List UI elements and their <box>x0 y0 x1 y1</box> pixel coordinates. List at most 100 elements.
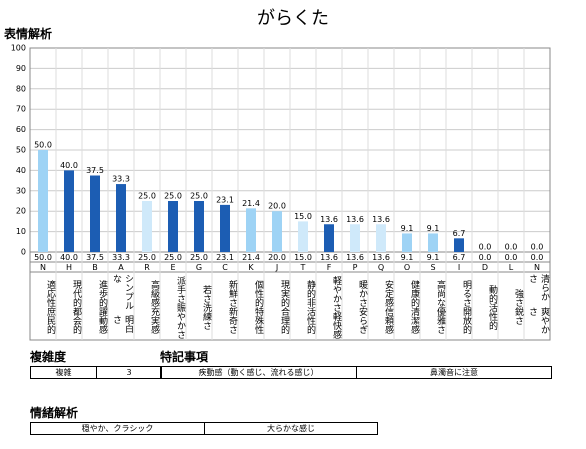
category-label-text: 爽やかさ <box>527 307 549 334</box>
value-cell: 23.1 <box>216 253 234 262</box>
data-label: 25.0 <box>138 192 156 201</box>
category-label: 若さ 洗練さ <box>186 274 212 340</box>
category-label-text: シンプルな <box>111 274 133 310</box>
category-label-text: 非活性的 <box>305 298 315 334</box>
category-label-text: 明るさ <box>461 280 471 307</box>
category-label: 清らかさ 爽やかさ <box>524 274 550 340</box>
emotion-table: 穏やか、クラシック 大らかな感じ <box>30 422 378 435</box>
category-label: 個性的 特殊性 <box>238 274 264 340</box>
data-label: 37.5 <box>86 166 104 175</box>
x-tick-label: T <box>300 263 306 272</box>
value-cell: 15.0 <box>294 253 312 262</box>
data-label: 0.0 <box>479 243 492 252</box>
chart-title: 表情解析 <box>4 27 53 41</box>
bar <box>116 184 126 252</box>
category-label-text: 暖かさ <box>357 280 367 307</box>
value-cell: 9.1 <box>401 253 414 262</box>
category-label-text: 清潔感 <box>409 307 419 334</box>
data-label: 25.0 <box>164 192 182 201</box>
category-label: 静的 非活性的 <box>290 274 316 340</box>
value-cell: 13.6 <box>372 253 390 262</box>
y-tick-label: 70 <box>16 105 26 114</box>
data-label: 0.0 <box>531 243 544 252</box>
x-tick-label: Q <box>378 263 384 272</box>
y-tick-label: 10 <box>16 227 26 236</box>
x-tick-label: N <box>40 263 46 272</box>
category-label-text: 安らぎ <box>357 307 367 334</box>
category-label: 動的 活性的 <box>472 274 498 340</box>
data-label: 21.4 <box>242 199 260 208</box>
value-cell: 6.7 <box>453 253 466 262</box>
category-label: 強さ 鋭さ <box>498 274 524 340</box>
category-label-text: 新鮮さ <box>227 280 237 307</box>
cell: 鼻濁音に注意 <box>430 368 478 377</box>
data-label: 20.0 <box>268 202 286 211</box>
data-label: 33.3 <box>112 175 130 184</box>
data-label: 15.0 <box>294 212 312 221</box>
bar <box>90 175 100 252</box>
category-label-text: 健康的 <box>409 280 419 307</box>
value-cell: 13.6 <box>346 253 364 262</box>
data-label: 0.0 <box>505 243 518 252</box>
category-label-text: 軽快感 <box>331 311 341 339</box>
category-label: 軽やかさ 軽快感 <box>316 274 342 340</box>
category-label-text: 現代的 <box>71 280 81 307</box>
data-label: 40.0 <box>60 161 78 170</box>
y-tick-label: 80 <box>16 84 26 93</box>
category-label-text: 活性的 <box>487 302 497 330</box>
category-label: 高尚な 優雅さ <box>420 274 446 340</box>
category-label: 進歩的 躍動感 <box>82 274 108 340</box>
bar <box>64 170 74 252</box>
data-label: 25.0 <box>190 192 208 201</box>
chart: 010203040506070809010050.050.0N40.040.0H… <box>11 44 551 341</box>
y-tick-label: 20 <box>16 207 26 216</box>
category-label-text: 充実感 <box>149 307 159 334</box>
bar <box>272 211 282 252</box>
category-label-text: 洗練さ <box>201 302 211 330</box>
x-tick-label: S <box>430 263 435 272</box>
category-label-text: 強さ <box>513 289 523 307</box>
notes-table: 疾動感（動く感じ、流れる感じ） 鼻濁音に注意 <box>160 366 552 379</box>
data-label: 6.7 <box>453 229 466 238</box>
category-label: 健康的 清潔感 <box>394 274 420 340</box>
category-label-text: 進歩的 <box>97 280 107 307</box>
category-label-text: 派手さ <box>175 275 185 303</box>
category-label: シンプルな 明白さ <box>108 274 134 340</box>
y-tick-label: 40 <box>16 166 26 175</box>
bar <box>376 224 386 252</box>
x-tick-label: D <box>482 263 488 272</box>
bar <box>142 201 152 252</box>
data-label: 13.6 <box>346 215 364 224</box>
y-tick-label: 0 <box>21 248 26 257</box>
category-label-text: 個性的 <box>253 280 263 307</box>
value-cell: 25.0 <box>138 253 156 262</box>
value-cell: 20.0 <box>268 253 286 262</box>
category-label: 高級感 充実感 <box>134 274 160 340</box>
value-cell: 25.0 <box>164 253 182 262</box>
value-cell: 33.3 <box>112 253 130 262</box>
category-label-text: 信頼感 <box>383 307 393 334</box>
category-label-text: 静的 <box>305 280 315 298</box>
bar <box>194 201 204 252</box>
category-label-text: 高級感 <box>149 280 159 307</box>
section-title: 特記事項 <box>160 350 209 364</box>
x-tick-label: N <box>534 263 540 272</box>
category-label-text: 明白さ <box>111 315 133 334</box>
x-tick-label: E <box>170 263 175 272</box>
category-label: 暖かさ 安らぎ <box>342 274 368 340</box>
x-tick-label: O <box>404 263 410 272</box>
value-cell: 21.4 <box>242 253 260 262</box>
data-label: 13.6 <box>372 215 390 224</box>
category-label-text: 動的 <box>487 284 497 303</box>
category-label: 現実的 合理的 <box>264 274 290 340</box>
data-label: 23.1 <box>216 195 234 204</box>
bar <box>298 221 308 252</box>
category-label-text: 若さ <box>201 284 211 303</box>
value-cell: 25.0 <box>190 253 208 262</box>
category-label-text: 清らかさ <box>527 274 549 301</box>
category-label: 派手さ 賑やかさ <box>160 274 186 340</box>
category-label-text: 優雅さ <box>435 307 445 334</box>
category-label-text: 都会的 <box>71 307 81 334</box>
x-tick-label: K <box>248 263 254 272</box>
value-cell: 13.6 <box>320 253 338 262</box>
